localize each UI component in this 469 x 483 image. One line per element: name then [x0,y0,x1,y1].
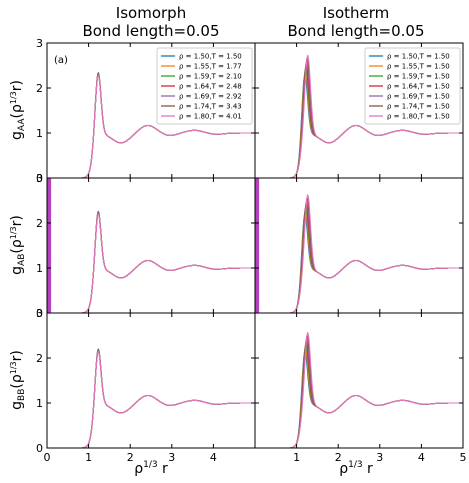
series-line-isotherm-bb-5 [255,335,463,449]
series-line-isotherm-ab-5 [255,197,463,314]
legend-isomorph-aa [156,47,253,125]
xtick-label-isotherm-bb-5: 5 [460,451,467,464]
ytick-label-isomorph-aa-2: 2 [36,82,43,95]
col-title-isomorph-line2: Bond length=0.05 [82,22,219,40]
legend-label-isomorph-aa-6: ρ = 1.80,T = 4.01 [179,113,242,121]
legend-label-isotherm-aa-0: ρ = 1.50,T = 1.50 [387,53,450,61]
panel-isomorph-ab: 0 1 2 3 [36,172,256,320]
xtick-label-isomorph-bb-1: 1 [85,451,92,464]
contact-spike-isomorph-ab [47,178,52,313]
xtick-label-isotherm-bb-4: 4 [418,451,425,464]
ytick-label-isomorph-bb-0: 0 [36,442,43,455]
series-line-isomorph-ab-3 [47,211,255,314]
ytick-label-isomorph-bb-2: 2 [36,352,43,365]
ylabel-bb-subscript: BB [17,389,27,401]
svg-text:gAA(ρ1/3r): gAA(ρ1/3r) [9,80,27,140]
series-line-isomorph-bb-4 [47,349,255,449]
legend-label-isotherm-aa-5: ρ = 1.74,T = 1.50 [387,103,450,111]
ylabel-aa-subscript: AA [17,118,27,131]
series-line-isotherm-ab-4 [255,200,463,314]
series-line-isotherm-bb-1 [255,347,463,449]
legend-label-isotherm-aa-4: ρ = 1.69,T = 1.50 [387,93,450,101]
legend-label-isotherm-aa-6: ρ = 1.80,T = 1.50 [387,113,450,121]
xtick-label-isotherm-bb-2: 2 [335,451,342,464]
series-line-isomorph-bb-2 [47,349,255,449]
legend-label-isotherm-aa-2: ρ = 1.59,T = 1.50 [387,73,450,81]
series-line-isomorph-bb-0 [47,348,255,449]
xlabel-right: ρ1/3 r [339,460,373,477]
series-line-isotherm-ab-0 [255,213,463,314]
series-line-isotherm-bb-0 [255,350,463,449]
legend-label-isomorph-aa-0: ρ = 1.50,T = 1.50 [179,53,242,61]
series-line-isomorph-ab-5 [47,212,255,314]
col-title-isotherm-line1: Isotherm [323,4,390,22]
series-line-isomorph-ab-1 [47,210,255,314]
panel-label: (a) [54,55,68,66]
series-line-isotherm-ab-2 [255,206,463,314]
ylabel-ab-subscript: AB [17,254,27,266]
legend-label-isomorph-aa-5: ρ = 1.74,T = 3.43 [179,103,242,111]
axes-frame-isotherm-bb [254,312,464,449]
series-line-isomorph-bb-5 [47,350,255,449]
series-line-isomorph-ab-4 [47,212,255,314]
panel-isotherm-aa: ρ = 1.50,T = 1.50 ρ = 1.55,T = 1.50 ρ = 1.… [254,42,464,179]
ytick-label-isomorph-ab-3: 3 [36,172,43,185]
series-line-isomorph-ab-6 [47,213,255,314]
panels-group: 0 1 2 3 (a) ρ = 1.50,T = 1.50 ρ = 1.55,T = 1.7… [36,37,467,464]
legend-label-isomorph-aa-3: ρ = 1.64,T = 2.48 [179,83,242,91]
ylabel-aa: gAA(ρ1/3r) [9,80,27,140]
series-line-isotherm-ab-1 [255,209,463,314]
legend-label-isotherm-aa-1: ρ = 1.55,T = 1.50 [387,63,450,71]
ylabel-bb: gBB(ρ1/3r) [9,350,27,410]
series-line-isotherm-bb-3 [255,341,463,449]
panel-isotherm-ab [254,177,464,314]
contact-spike-isotherm-ab [255,178,260,313]
xtick-label-isomorph-bb-4: 4 [210,451,217,464]
col-title-isotherm-line2: Bond length=0.05 [287,22,424,40]
xtick-label-isomorph-bb-0: 0 [44,451,51,464]
series-line-isotherm-bb-4 [255,338,463,449]
series-line-isotherm-bb-6 [255,331,463,449]
legend-label-isomorph-aa-4: ρ = 1.69,T = 2.92 [179,93,242,101]
ytick-label-isomorph-bb-3: 3 [36,307,43,320]
axes-frame-isomorph-bb [46,312,256,449]
series-line-isomorph-bb-1 [47,348,255,449]
xtick-label-isotherm-bb-1: 1 [293,451,300,464]
xtick-label-isotherm-bb-3: 3 [376,451,383,464]
panel-isomorph-bb: 0 1 2 3 4 0 1 2 3 [36,307,256,464]
series-line-isotherm-ab-3 [255,203,463,314]
xlabel-left: ρ1/3 r [134,460,168,477]
col-title-isomorph-line1: Isomorph [116,4,186,22]
legend-isotherm-aa [364,47,461,125]
ytick-label-isomorph-aa-1: 1 [36,127,43,140]
ytick-label-isomorph-aa-0: 0 [36,172,43,185]
series-line-isomorph-ab-0 [47,210,255,314]
series-line-isomorph-ab-2 [47,211,255,314]
xtick-label-isomorph-bb-3: 3 [168,451,175,464]
svg-text:gAB(ρ1/3r): gAB(ρ1/3r) [9,215,27,275]
ytick-label-isomorph-ab-0: 0 [36,307,43,320]
legend-label-isomorph-aa-2: ρ = 1.59,T = 2.10 [179,73,242,81]
legend-label-isotherm-aa-3: ρ = 1.64,T = 1.50 [387,83,450,91]
series-line-isotherm-ab-6 [255,194,463,314]
xtick-label-isomorph-bb-2: 2 [127,451,134,464]
panel-isomorph-aa: 0 1 2 3 (a) ρ = 1.50,T = 1.50 ρ = 1.55,T = 1.7… [36,37,256,185]
axes-frame-isotherm-ab [254,177,464,314]
legend-label-isomorph-aa-1: ρ = 1.55,T = 1.77 [179,63,242,71]
ytick-label-isomorph-ab-1: 1 [36,262,43,275]
ytick-label-isomorph-ab-2: 2 [36,217,43,230]
ytick-label-isomorph-aa-3: 3 [36,37,43,50]
ytick-label-isomorph-bb-1: 1 [36,397,43,410]
series-line-isomorph-bb-6 [47,350,255,449]
panel-isotherm-bb: 1 2 3 4 5 [254,312,467,464]
svg-text:gBB(ρ1/3r): gBB(ρ1/3r) [9,350,27,410]
series-line-isomorph-bb-3 [47,349,255,449]
ylabel-ab: gAB(ρ1/3r) [9,215,27,275]
axes-frame-isomorph-ab [46,177,256,314]
